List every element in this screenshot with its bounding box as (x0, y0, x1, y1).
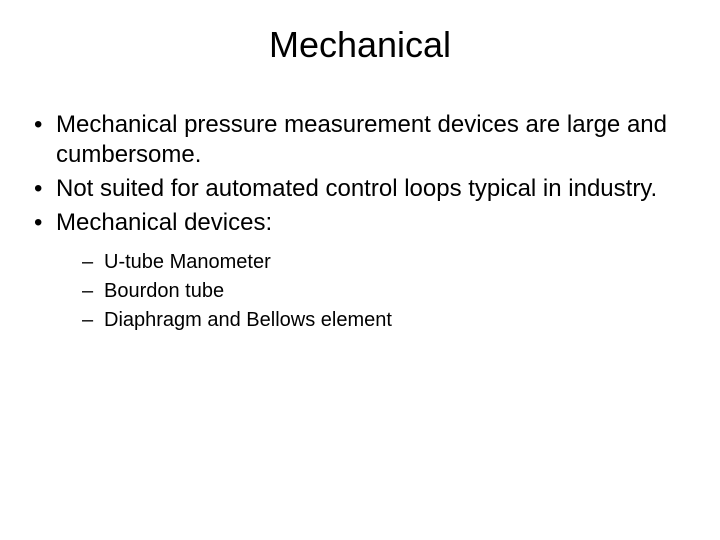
list-item: U-tube Manometer (82, 248, 692, 277)
list-item: Mechanical pressure measurement devices … (28, 110, 692, 170)
bullet-text: Mechanical pressure measurement devices … (56, 111, 667, 168)
sub-bullet-text: Bourdon tube (104, 280, 224, 302)
list-item: Diaphragm and Bellows element (82, 306, 692, 335)
sub-bullet-list: U-tube Manometer Bourdon tube Diaphragm … (56, 248, 692, 335)
bullet-text: Not suited for automated control loops t… (56, 175, 657, 202)
slide-title: Mechanical (28, 24, 692, 66)
slide: Mechanical Mechanical pressure measureme… (0, 0, 720, 540)
bullet-list: Mechanical pressure measurement devices … (28, 110, 692, 335)
sub-bullet-text: Diaphragm and Bellows element (104, 309, 392, 331)
sub-bullet-text: U-tube Manometer (104, 251, 271, 273)
list-item: Not suited for automated control loops t… (28, 174, 692, 204)
list-item: Bourdon tube (82, 277, 692, 306)
list-item: Mechanical devices: U-tube Manometer Bou… (28, 208, 692, 335)
bullet-text: Mechanical devices: (56, 209, 272, 236)
